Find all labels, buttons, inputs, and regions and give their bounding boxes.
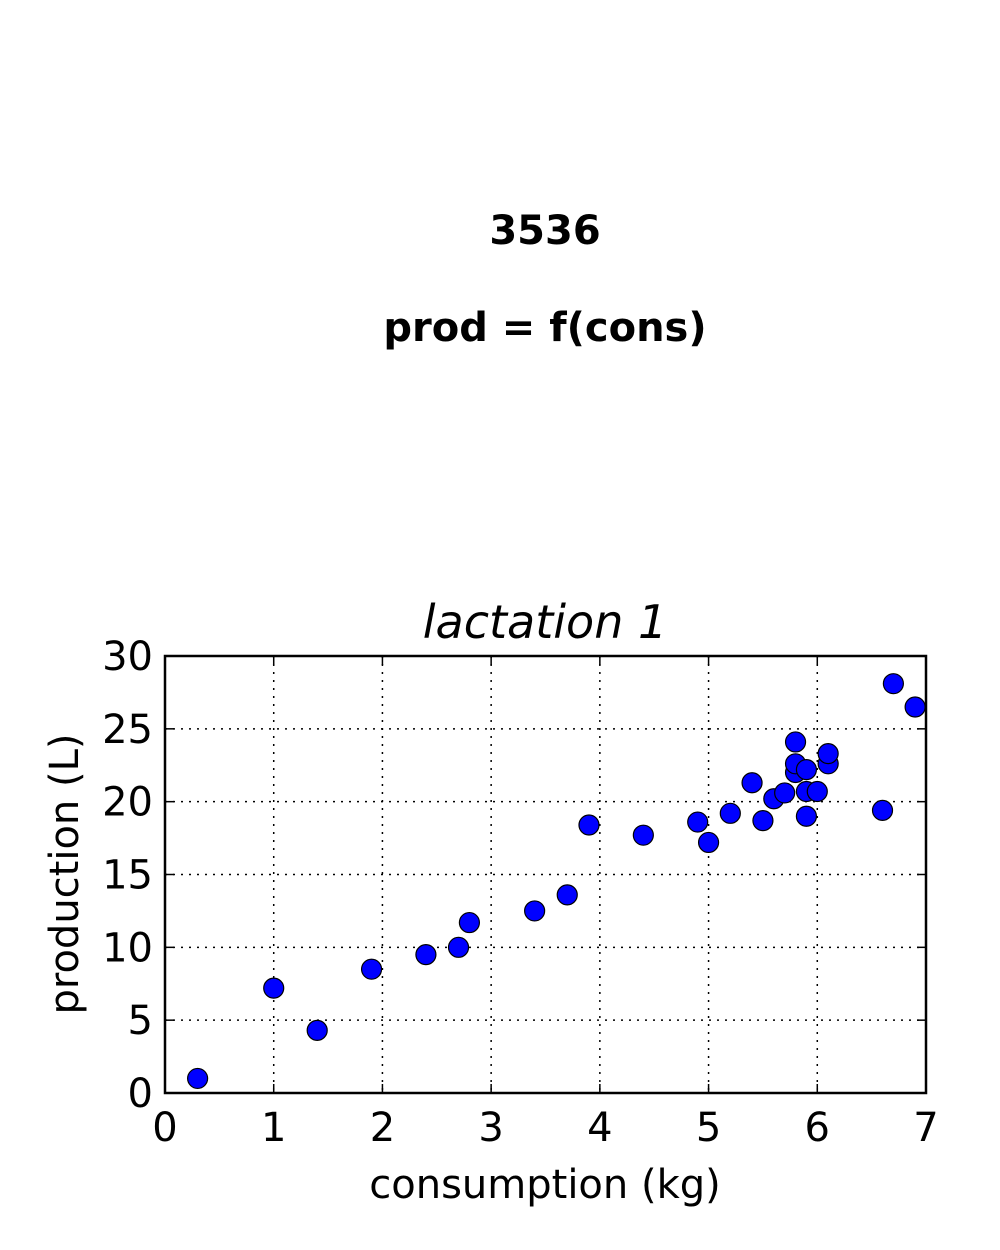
figure-title-id: 3536 xyxy=(489,208,601,254)
data-point xyxy=(871,799,894,822)
data-point xyxy=(578,814,600,836)
data-point xyxy=(263,977,285,999)
y-tick-label: 20 xyxy=(102,780,153,826)
data-points xyxy=(187,673,926,1090)
data-point xyxy=(458,911,480,934)
grid-lines xyxy=(164,655,927,1094)
axis-ticks: 0 1 2 3 4 5 6 7 0 5 10 15 20 25 30 xyxy=(102,634,939,1151)
data-point xyxy=(632,824,654,846)
data-point xyxy=(447,936,470,958)
x-tick-label: 5 xyxy=(696,1105,721,1151)
x-tick-label: 4 xyxy=(587,1105,612,1151)
y-axis-label: production (L) xyxy=(42,734,88,1015)
data-point xyxy=(795,805,818,827)
axes-title: lactation 1 xyxy=(423,595,668,649)
data-point xyxy=(524,900,546,922)
data-point xyxy=(415,944,437,966)
data-point xyxy=(360,958,383,980)
x-tick-label: 3 xyxy=(478,1105,503,1151)
data-point xyxy=(904,696,926,718)
y-tick-label: 15 xyxy=(102,853,153,899)
data-point xyxy=(795,759,818,781)
data-point xyxy=(187,1067,209,1090)
data-point xyxy=(806,780,828,803)
data-point xyxy=(687,811,709,833)
y-tick-label: 0 xyxy=(128,1071,153,1117)
y-tick-label: 25 xyxy=(102,707,153,753)
axes-frame xyxy=(163,654,928,1095)
data-point xyxy=(752,810,774,832)
x-tick-label: 1 xyxy=(261,1105,286,1151)
data-point xyxy=(719,802,741,824)
data-point xyxy=(556,884,578,906)
data-point xyxy=(784,731,807,753)
data-point xyxy=(306,1019,328,1041)
x-tick-label: 0 xyxy=(152,1105,177,1151)
y-tick-label: 10 xyxy=(102,925,153,971)
y-tick-label: 5 xyxy=(128,998,153,1044)
y-tick-label: 30 xyxy=(102,634,153,680)
data-point xyxy=(697,831,720,854)
data-point xyxy=(817,742,839,765)
figure-title-formula: prod = f(cons) xyxy=(383,305,707,351)
x-tick-label: 2 xyxy=(370,1105,395,1151)
data-point xyxy=(774,782,796,804)
x-tick-label: 6 xyxy=(805,1105,830,1151)
x-axis-label: consumption (kg) xyxy=(369,1162,720,1208)
data-point xyxy=(882,673,904,695)
x-tick-label: 7 xyxy=(913,1105,938,1151)
data-point xyxy=(741,772,763,794)
